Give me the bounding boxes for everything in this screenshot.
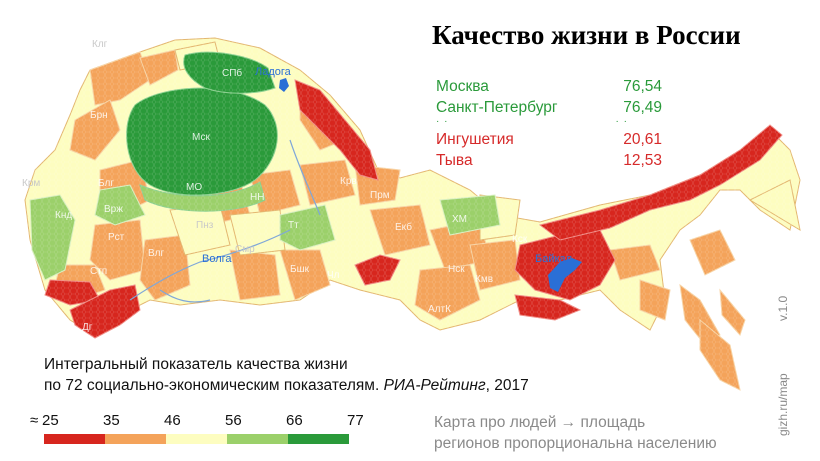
legend-tick-3: 46 [164,412,181,429]
label-smr: Смр [235,244,255,255]
label-pnz: Пнз [196,220,214,231]
lake-ladoga [279,78,289,92]
lake-baikal [548,258,582,292]
legend-swatch-1 [44,434,105,444]
label-krm: Крм [22,178,40,189]
map-subtitle: Интегральный показатель качества жизни п… [44,354,529,396]
stat-row-bottom-2: Тыва 12,53 [436,151,662,172]
version-label: v.1.0 [776,295,790,321]
ellipsis-separator: · · · · [436,116,628,127]
subtitle-line-2: по 72 социально-экономическим показателя… [44,377,529,394]
label-dag: Дг [82,322,93,333]
stat-name: Тыва [436,151,473,169]
label-hm: ХМ [452,214,467,225]
label-rst: Рст [108,232,125,243]
stat-name: Москва [436,78,489,95]
label-knd: Кнд [55,210,72,221]
legend-swatch-3 [166,434,227,444]
label-stv: Стп [90,266,107,277]
stats-block: Москва 76,54 Санкт-Петербург 76,49 · · · … [436,77,662,171]
label-ekb: Екб [395,221,412,233]
label-ksk: Кск [512,234,528,245]
label-klg: Клг [92,39,108,50]
rivers [129,139,321,303]
legend-tick-5: 66 [286,412,303,429]
legend-tick-1: 25 [42,412,59,429]
label-baikal: Байкал [535,253,572,265]
stat-value: 12,53 [623,151,662,169]
legend-tick-4: 56 [225,412,242,429]
stat-row-top-1: Москва 76,54 [436,77,662,98]
label-brn: Брн [90,110,108,121]
label-vrzh: Врж [104,204,123,215]
legend-tick-6: 77 [347,412,364,429]
label-tatr: Тт [288,220,299,231]
stat-value: 20,61 [623,131,662,148]
legend-color-bar [44,434,349,444]
legend-approx: ≈ [30,412,39,429]
stat-row-bottom-1: Ингушетия 20,61 [436,130,662,151]
legend-swatch-2 [105,434,166,444]
map-labels: Клг СПб Ладога Брн Мск МО Крм Блг Врж Кн… [22,39,572,333]
note-line-1: Карта про людей → площадь [434,414,646,431]
label-msk: Мск [192,132,210,143]
label-alt: АлтК [428,304,451,315]
legend-swatch-4 [227,434,288,444]
map-title: Качество жизни в России [432,20,741,50]
label-spb: СПб [222,67,242,79]
label-vlg: Влг [148,248,165,259]
label-nn: НН [250,192,264,203]
subtitle-line-1: Интегральный показатель качества жизни [44,356,348,373]
label-nsk: Нск [448,264,465,275]
label-bsh: Бшк [290,264,310,275]
label-volga: Волга [202,253,232,265]
stat-value: 76,54 [623,78,662,95]
stat-row-top-2: Санкт-Петербург 76,49 [436,98,662,119]
legend-tick-2: 35 [103,412,120,429]
label-mo: МО [186,182,202,193]
label-kmv: Кмв [475,274,493,285]
cartogram-note: Карта про людей → площадь регионов пропо… [434,412,717,454]
legend-swatch-5 [288,434,349,444]
label-bl: Блг [98,178,114,189]
credit-link[interactable]: gizh.ru/map [776,373,790,436]
stat-name: Ингушетия [436,131,514,148]
label-chl: Чл [327,270,340,281]
label-prm: Прм [370,190,390,201]
label-ladoga: Ладога [255,66,292,78]
stat-name: Санкт-Петербург [436,98,558,116]
label-krv: Крв [340,176,357,187]
stat-value: 76,49 [623,98,662,116]
legend-ticks: ≈ 25 35 46 56 66 77 [30,412,370,432]
note-line-2: регионов пропорциональна населению [434,435,717,452]
source-name: РИА-Рейтинг [383,377,486,394]
